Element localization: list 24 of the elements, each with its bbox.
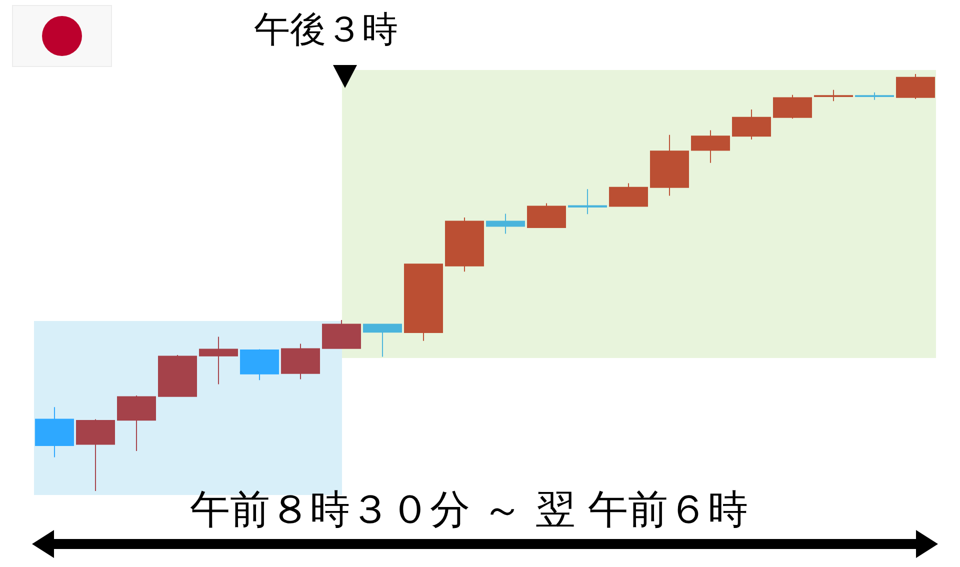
candlestick xyxy=(732,108,771,140)
candlestick xyxy=(322,320,361,349)
candlestick xyxy=(773,94,812,120)
text: 午後３時 xyxy=(254,10,398,50)
candlestick xyxy=(117,395,156,452)
candlestick xyxy=(363,324,402,358)
candlestick xyxy=(199,336,238,385)
candlestick xyxy=(568,188,607,215)
candlestick xyxy=(158,354,197,397)
candlestick xyxy=(240,348,279,381)
candlestick xyxy=(281,343,320,380)
candlestick xyxy=(650,134,689,196)
candlestick xyxy=(814,89,853,102)
candlestick xyxy=(896,74,935,100)
candlestick xyxy=(445,216,484,272)
candlestick xyxy=(404,264,443,342)
candlestick xyxy=(855,92,894,100)
candlestick xyxy=(35,406,74,458)
candlestick xyxy=(76,418,115,492)
candlestick xyxy=(691,130,730,164)
x-axis-title: 午前８時３０分 ～ 翌 午前６時 xyxy=(190,487,748,533)
candlestick xyxy=(486,213,525,234)
candlestick xyxy=(527,202,566,228)
candlestick xyxy=(609,182,648,207)
